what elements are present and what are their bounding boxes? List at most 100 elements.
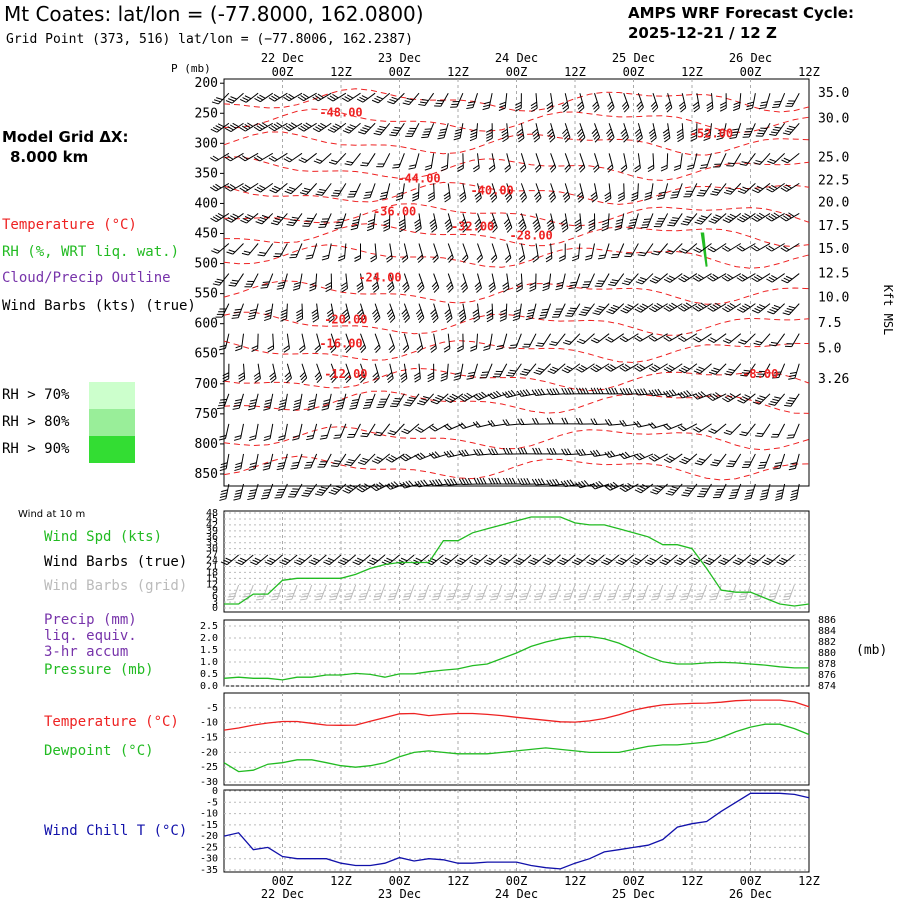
wind-barb <box>549 333 566 346</box>
wind-barb <box>606 123 615 143</box>
wind-barb-feather <box>354 255 361 259</box>
wind-barb <box>722 393 742 403</box>
wind-barb-feather <box>389 405 397 408</box>
wind-barb-feather <box>693 107 700 113</box>
wind-barb-feather <box>683 304 690 309</box>
wind-barb-staff <box>571 303 581 317</box>
wind-barb-feather <box>249 311 257 315</box>
wind-barb-grid-feather <box>402 598 410 601</box>
wind-barb-true <box>235 554 254 566</box>
wind-barb-feather <box>786 437 794 439</box>
wind-barb-staff <box>657 243 669 256</box>
wind-barb-feather <box>684 218 692 221</box>
height-tick-label: 30.0 <box>818 111 849 126</box>
wind-barb <box>427 183 435 203</box>
bottom-hour-label: 12Z <box>798 874 820 888</box>
wind-barb-true <box>732 554 751 566</box>
wind-barb-feather <box>513 315 520 319</box>
wind-barb-feather <box>334 227 342 230</box>
wind-barb-staff <box>526 363 537 376</box>
wind-barb-feather <box>637 388 642 396</box>
wind-barb-feather <box>408 167 416 170</box>
wind-barb-feather <box>430 224 437 230</box>
wind-barb-feather <box>590 418 595 425</box>
wind-barb-feather <box>728 368 736 372</box>
wind-barb <box>741 453 756 468</box>
wind-barb-feather <box>652 107 659 113</box>
wind-barb-feather <box>225 100 233 104</box>
wind-barb-true-feather <box>781 557 788 562</box>
wind-barb-staff <box>339 423 347 438</box>
wind-barb-feather <box>414 481 420 488</box>
wind-barb-feather <box>562 191 569 197</box>
wind-barb-feather <box>537 342 545 345</box>
height-tick-label: 17.5 <box>818 219 849 234</box>
wind-barb-feather <box>361 95 369 100</box>
wind-barb-feather <box>264 315 272 319</box>
top-date-label: 26 Dec <box>729 51 772 65</box>
wind-barb-feather <box>770 131 778 134</box>
wind-barb <box>722 213 742 224</box>
wind-barb-feather <box>438 134 445 137</box>
wind-barb-feather <box>588 224 595 229</box>
wind-barb-feather <box>213 99 221 103</box>
wind-barb-feather <box>519 390 525 397</box>
wind-speed-line <box>224 516 810 607</box>
wind-barb-feather <box>344 317 350 323</box>
isotherm-label: -40.00 <box>470 183 513 197</box>
wind-barb-feather <box>652 489 659 493</box>
wind-barb-grid-feather <box>330 595 337 598</box>
wind-barb-feather <box>265 309 273 313</box>
wind-barb-feather <box>522 346 530 348</box>
wind-barb <box>619 363 639 372</box>
wind-barb-feather <box>508 447 513 455</box>
wind-barb-feather <box>362 407 370 409</box>
wind-barb-feather <box>608 134 614 140</box>
wind-barb <box>343 363 352 384</box>
wind-barb <box>665 483 683 496</box>
wind-barb-feather <box>431 227 438 233</box>
wind-barb <box>782 303 800 316</box>
wind-barb-feather <box>405 453 412 459</box>
wind-barb <box>768 393 786 406</box>
wind-barb-true-feather <box>486 559 493 564</box>
wind-barb-staff <box>232 243 244 255</box>
wind-barb-feather <box>233 311 241 314</box>
wind-barb-feather <box>770 213 778 219</box>
wind-barb-feather <box>681 458 689 463</box>
windchill-tick-label: 0 <box>212 786 218 797</box>
wind-barb-feather <box>389 317 396 323</box>
wind-barb-feather <box>213 126 220 131</box>
wind-barb <box>432 243 439 263</box>
wind-barb-feather <box>640 277 647 281</box>
wind-barb-feather <box>636 454 643 460</box>
wind-barb-true-feather <box>601 561 608 566</box>
wind-barb-feather <box>663 337 670 342</box>
wind-barb-feather <box>293 284 301 288</box>
wind-barb-feather <box>615 221 623 225</box>
wind-barb-feather <box>619 388 624 395</box>
wind-barb-feather <box>499 101 506 105</box>
wind-barb <box>474 213 483 233</box>
wind-barb-feather <box>633 421 639 428</box>
wind-barb-grid-feather <box>784 592 792 595</box>
wind-barb-feather <box>505 447 510 455</box>
wind-barb-feather <box>377 128 385 131</box>
wind-barb-staff <box>713 243 727 253</box>
wind-barb-feather <box>743 133 751 136</box>
wind-barb-feather <box>474 191 481 197</box>
wind-barb-feather <box>321 257 329 261</box>
wind-barb-feather <box>244 95 252 100</box>
wind-barb-feather <box>549 479 554 486</box>
wind-barb-grid <box>446 584 459 601</box>
wind-barb-feather <box>715 214 722 218</box>
wind-barb <box>374 333 381 353</box>
wind-barb-feather <box>625 278 633 281</box>
wind-barb-feather <box>386 372 393 378</box>
wind-barb-feather <box>756 432 764 435</box>
wind-barb-feather <box>672 191 680 193</box>
wind-barb-grid-feather <box>431 598 439 601</box>
wind-barb-true-feather <box>283 557 291 562</box>
wind-barb-true <box>279 554 298 566</box>
wind-barb-feather <box>351 221 359 225</box>
